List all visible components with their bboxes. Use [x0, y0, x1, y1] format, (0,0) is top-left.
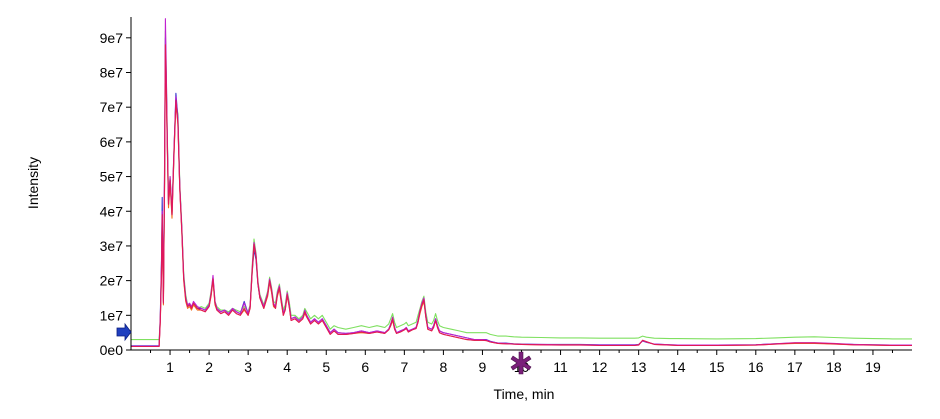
y-tick-label: 5e7 [100, 169, 124, 185]
y-tick-label: 6e7 [100, 134, 124, 150]
y-tick-label: 1e7 [100, 307, 124, 323]
y-axis-label: Intensity [25, 157, 41, 209]
axes [130, 17, 912, 351]
y-tick-label: 3e7 [100, 238, 124, 254]
x-tick-label: 13 [631, 359, 647, 375]
y-axis-title: Intensity [25, 157, 41, 209]
y-tick-label: 7e7 [100, 99, 124, 115]
x-tick-label: 7 [400, 359, 408, 375]
trace-group [131, 18, 912, 348]
x-tick-label: 14 [670, 359, 686, 375]
x-tick-label: 2 [205, 359, 213, 375]
trace-line-3 [131, 51, 912, 348]
y-tick-label: 8e7 [100, 65, 124, 81]
y-tick-label: 9e7 [100, 30, 124, 46]
x-tick-label: 6 [361, 359, 369, 375]
x-tick-label: 8 [440, 359, 448, 375]
x-tick-label: 3 [244, 359, 252, 375]
x-tick-label: 1 [166, 359, 174, 375]
trace-line-5 [131, 44, 912, 348]
y-tick-label: 0e0 [100, 342, 124, 358]
x-tick-label: 11 [553, 359, 568, 375]
x-tick-label: 15 [709, 359, 725, 375]
x-tick-label: 9 [479, 359, 487, 375]
trace-line-2 [131, 37, 912, 347]
y-tick-label: 4e7 [100, 203, 124, 219]
x-tick-label: 19 [865, 359, 881, 375]
x-tick-label: 12 [592, 359, 608, 375]
y-tick-group: 0e0 1e7 2e7 3e7 4e7 5e7 6e7 7e7 8e7 9e7 [100, 30, 131, 358]
x-tick-label: 17 [787, 359, 803, 375]
x-tick-label: 18 [826, 359, 842, 375]
y-axis-arrow-marker[interactable] [116, 322, 132, 342]
x-axis-label: Time, min [494, 386, 555, 402]
x-tick-label: 16 [748, 359, 764, 375]
y-tick-label: 2e7 [100, 273, 124, 289]
x-tick-label: 4 [283, 359, 291, 375]
x-cursor-marker[interactable] [510, 351, 532, 375]
trace-line-1 [131, 30, 912, 341]
x-tick-label: 5 [322, 359, 330, 375]
x-tick-group: 12345678910111213141516171819 [150, 350, 893, 375]
trace-line-4 [131, 18, 912, 347]
